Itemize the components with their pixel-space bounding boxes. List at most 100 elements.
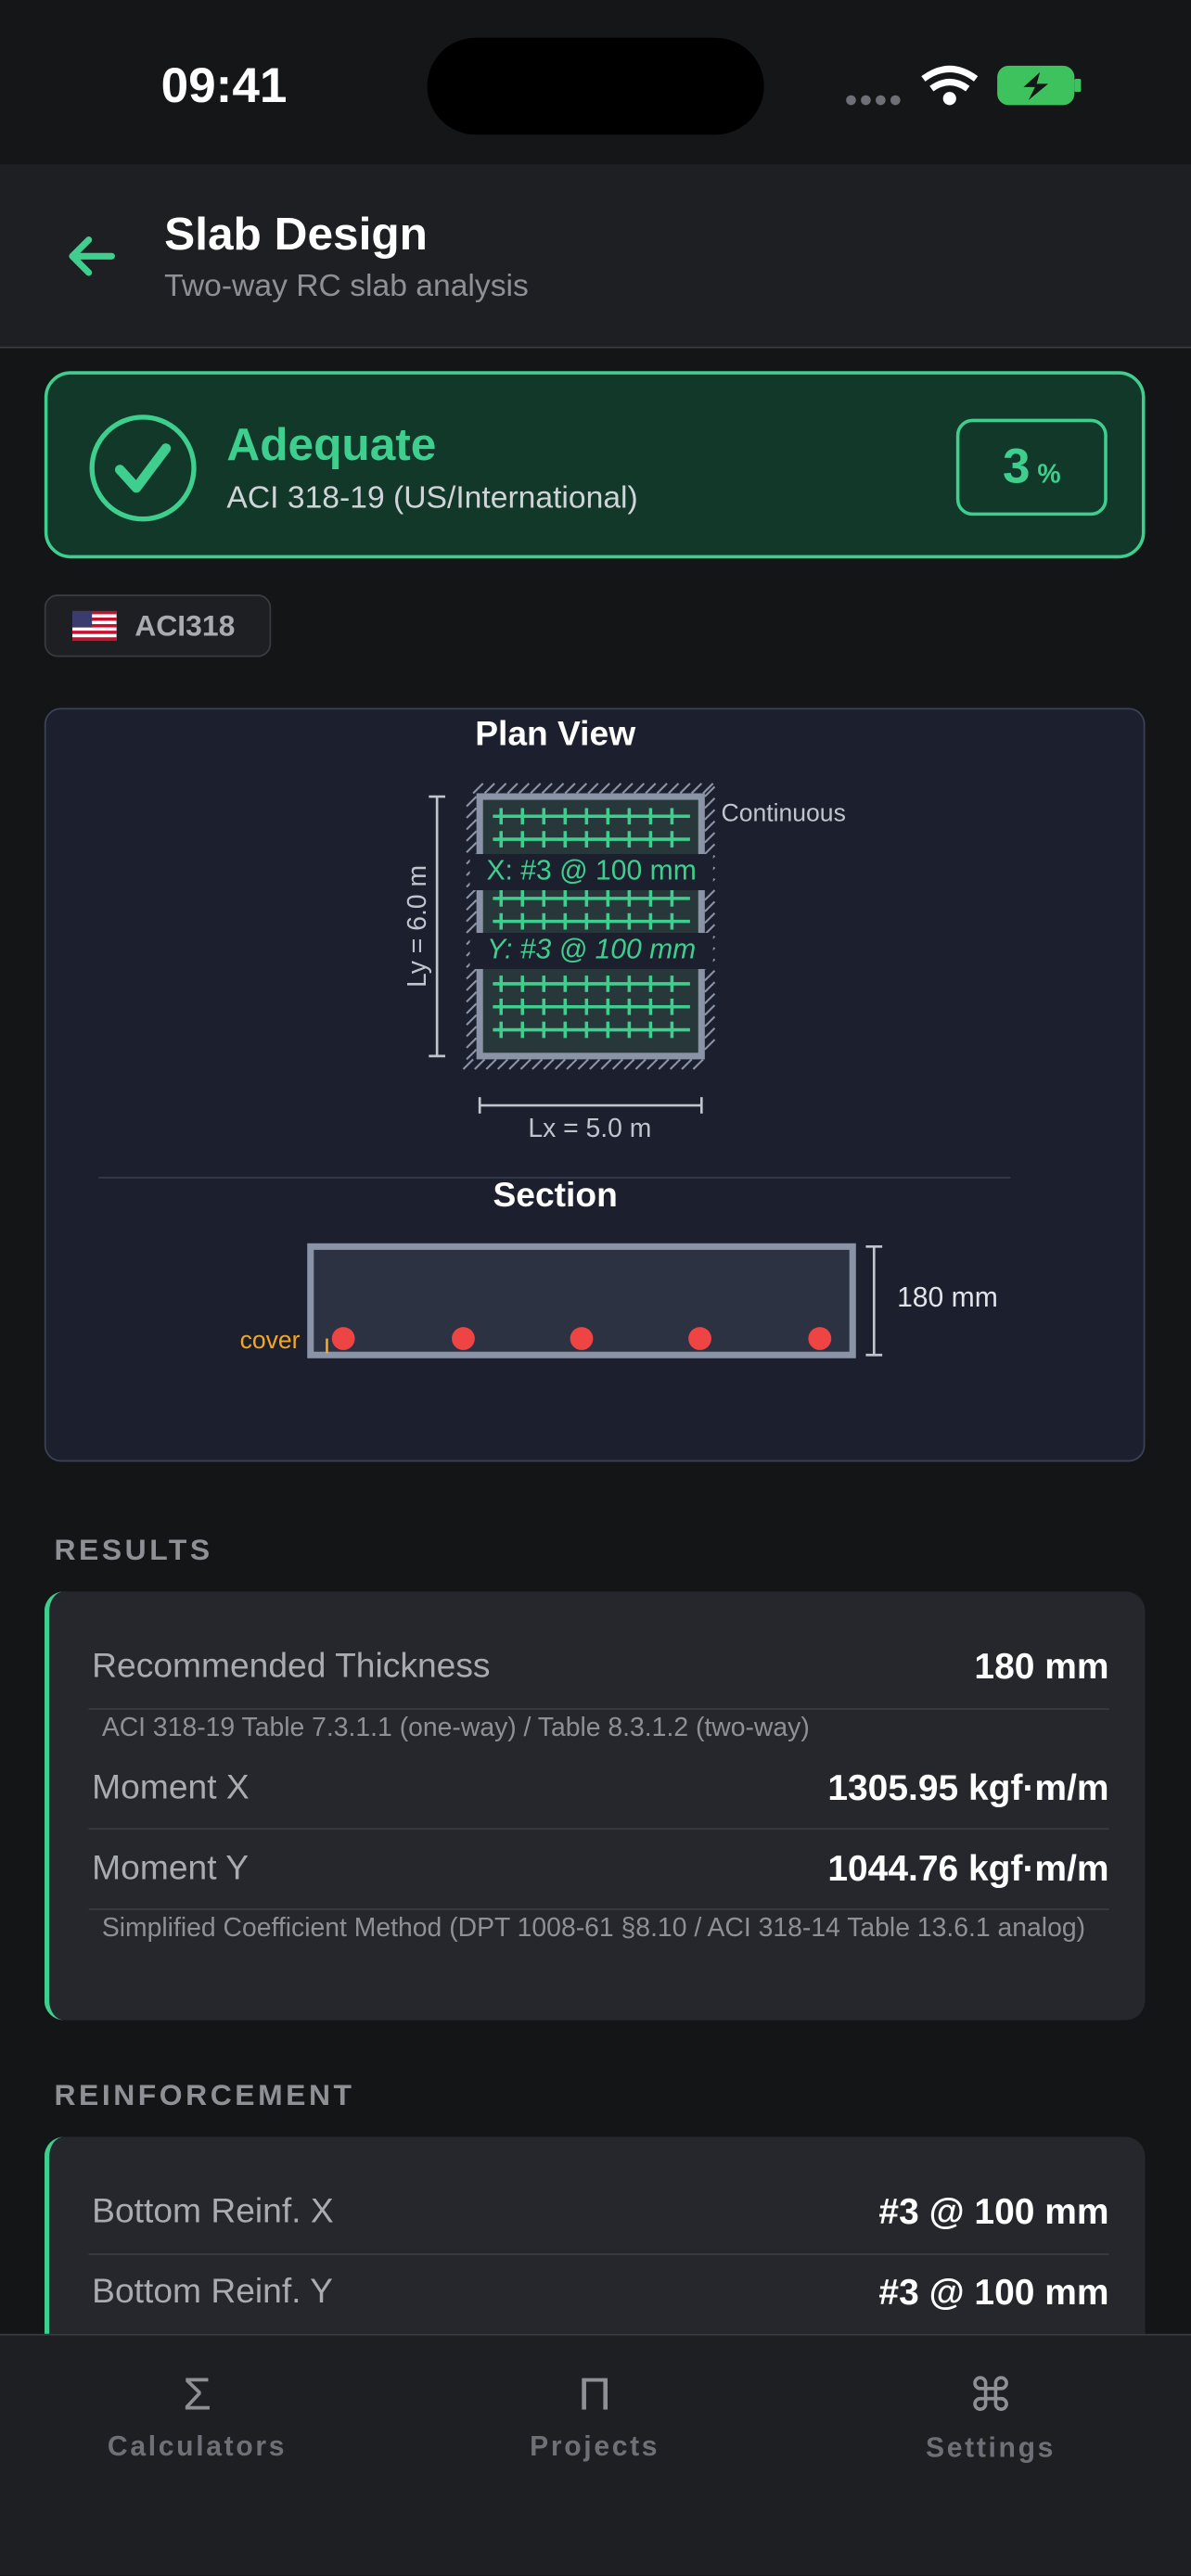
hatch (704, 992, 716, 1004)
hatch (531, 1058, 544, 1070)
hatch (466, 922, 478, 934)
label-bg (469, 854, 713, 890)
hatch (466, 796, 478, 808)
clock: 09:41 (160, 58, 288, 114)
tab[interactable]: Π Projects (463, 2368, 725, 2483)
ratio-unit: % (1037, 461, 1061, 490)
row-label: Bottom Reinf. Y (92, 2273, 334, 2312)
hatch (647, 1058, 659, 1070)
hatch (541, 783, 553, 795)
hatch (669, 1058, 682, 1070)
label-bg (469, 933, 713, 970)
tab-label: Calculators (107, 2430, 288, 2463)
row-value: 180 mm (974, 1645, 1109, 1688)
row-label: Bottom Reinf. X (92, 2192, 334, 2231)
dynamic-island (427, 37, 764, 135)
hatch (530, 783, 542, 795)
tab-bar: Σ Calculators Π Projects ⌘ Settings (0, 2333, 1191, 2576)
hatch (466, 841, 478, 854)
hatch (704, 809, 716, 821)
hatch (704, 1004, 716, 1016)
ratio-value: 3 (1002, 440, 1031, 495)
hatch (466, 979, 478, 991)
tab[interactable]: Σ Calculators (66, 2368, 328, 2483)
hatch (466, 911, 478, 923)
back-button[interactable] (66, 234, 119, 280)
cover-label: cover (240, 1326, 301, 1354)
hatch (554, 1058, 567, 1070)
section-heading: RESULTS (54, 1533, 213, 1566)
status-icons (846, 65, 1082, 106)
rebar-dots (331, 1327, 832, 1350)
separator (88, 1908, 1109, 1910)
hatch (600, 1058, 612, 1070)
hatch (704, 785, 716, 797)
hatch (575, 783, 588, 795)
hatch (704, 843, 716, 855)
hatch (704, 1039, 716, 1051)
hatch (466, 1026, 478, 1038)
hatch (474, 1058, 486, 1070)
edge-label: Continuous (722, 799, 846, 827)
hatch (495, 783, 507, 795)
thickness-label: 180 mm (897, 1282, 998, 1313)
hatch (704, 981, 716, 993)
badge-label: ACI318 (134, 609, 236, 643)
lx-dimension (478, 1097, 703, 1114)
hatch (704, 1027, 716, 1039)
hatch (587, 783, 599, 795)
us-flag (71, 610, 117, 641)
rebar-y-label: Y: #3 @ 100 mm (487, 934, 696, 964)
hatch (466, 899, 478, 911)
row-value: #3 @ 100 mm (878, 2271, 1109, 2313)
hatch (633, 783, 646, 795)
row-label: Recommended Thickness (92, 1647, 491, 1686)
hatch (611, 1058, 624, 1070)
hatch (466, 1014, 478, 1026)
hatch (704, 900, 716, 912)
hatch (466, 1002, 478, 1014)
hatch (589, 1058, 601, 1070)
results-card: Recommended Thickness 180 mm ACI 318-19 … (44, 1591, 1146, 2021)
hatch (704, 832, 716, 844)
row-note: Simplified Coefficient Method (DPT 1008-… (101, 1915, 1086, 1944)
hatch (483, 783, 495, 795)
hatch (704, 912, 716, 925)
ratio-box: 3 % (955, 418, 1108, 516)
hatch (485, 1058, 497, 1070)
slab-outline (476, 793, 705, 1060)
lx-label: Lx = 5.0 m (528, 1114, 651, 1143)
hatch (681, 1058, 693, 1070)
page-title: Slab Design (164, 208, 428, 260)
section-title: Section (493, 1175, 618, 1214)
hatch (623, 1058, 635, 1070)
hatch (704, 1015, 716, 1027)
separator (88, 2253, 1109, 2255)
hatch (621, 783, 634, 795)
hatch (577, 1058, 589, 1070)
hatch (466, 1049, 478, 1061)
tab-icon: Π (578, 2368, 612, 2419)
hatch (506, 783, 519, 795)
hatch (692, 1058, 704, 1070)
separator (88, 1828, 1109, 1830)
tab-label: Projects (530, 2430, 660, 2463)
hatch (668, 783, 680, 795)
hatch (543, 1058, 555, 1070)
hatch (466, 807, 478, 819)
tab[interactable]: ⌘ Settings (859, 2368, 1121, 2483)
tab-icon: Σ (183, 2368, 211, 2419)
hatch (702, 783, 714, 795)
hatch (598, 783, 610, 795)
hatch (496, 1058, 509, 1070)
check-icon (89, 414, 197, 522)
status-label: Adequate (226, 418, 437, 470)
hatch (462, 1058, 474, 1070)
status-card: Adequate ACI 318-19 (US/International) 3… (44, 371, 1146, 559)
hatch (508, 1058, 520, 1070)
code-badge[interactable]: ACI318 (44, 594, 272, 657)
hatch (645, 783, 657, 795)
hatch (658, 1058, 670, 1070)
